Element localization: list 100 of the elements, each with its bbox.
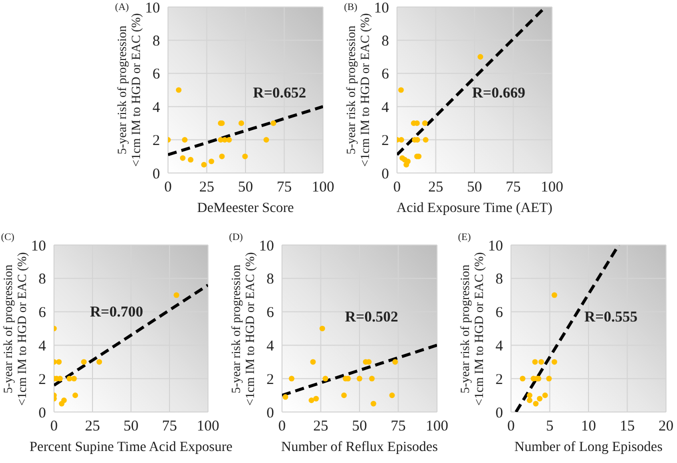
y-tick-label: 2 xyxy=(38,372,46,388)
point xyxy=(313,396,319,402)
x-tick-label: 50 xyxy=(467,180,482,196)
y-tick-label: 4 xyxy=(496,338,504,355)
x-tick-label: 75 xyxy=(162,418,177,435)
text: (E) xyxy=(458,232,471,243)
point xyxy=(242,154,248,160)
x-tick-label: 100 xyxy=(426,418,448,435)
x-tick-label: 75 xyxy=(506,180,521,196)
point xyxy=(398,87,404,93)
point xyxy=(422,137,428,143)
annotation: R=0.555 xyxy=(584,310,638,327)
text: (D) xyxy=(229,232,243,243)
point xyxy=(526,392,532,398)
y-tick-label: 8 xyxy=(382,34,389,50)
x-tick-label: 75 xyxy=(276,180,292,196)
x-tick-label: 25 xyxy=(85,418,100,435)
point xyxy=(369,376,375,382)
x-tick-label: 0 xyxy=(393,180,401,196)
x-tick-label: 20 xyxy=(658,418,674,435)
x-axis-title: Acid Exposure Time (AET) xyxy=(396,201,552,217)
x-tick-label: 0 xyxy=(507,418,515,435)
x-tick-label: 100 xyxy=(196,418,220,435)
point xyxy=(398,137,404,143)
point xyxy=(226,137,232,143)
point xyxy=(422,120,428,126)
point xyxy=(370,400,376,406)
point xyxy=(520,376,526,382)
point xyxy=(308,398,314,404)
point xyxy=(532,359,538,365)
point xyxy=(96,359,102,365)
point xyxy=(72,392,78,398)
point xyxy=(66,376,72,382)
point xyxy=(322,376,328,382)
point xyxy=(270,120,276,126)
point xyxy=(208,158,214,164)
x-tick-label: 0 xyxy=(278,418,286,435)
point xyxy=(219,154,225,160)
y-tick-label: 0 xyxy=(266,405,274,422)
x-tick-label: 15 xyxy=(620,418,635,435)
y-tick-label: 10 xyxy=(259,238,274,254)
y-axis-title: 5-year risk of progression <1cm IM to HGD or EAC (%) xyxy=(344,13,372,167)
x-axis-title: Number of Long Episodes xyxy=(514,440,663,456)
point xyxy=(282,394,288,400)
y-tick-label: 4 xyxy=(152,100,160,116)
x-tick-label: 50 xyxy=(238,180,253,196)
point xyxy=(526,398,532,404)
point xyxy=(81,359,87,365)
y-tick-label: 10 xyxy=(374,0,389,16)
point xyxy=(392,359,398,365)
y-tick-label: 6 xyxy=(38,305,46,322)
x-tick-label: 5 xyxy=(546,418,554,435)
y-tick-label: 0 xyxy=(382,166,389,182)
point xyxy=(288,376,294,382)
annotation: R=0.700 xyxy=(90,304,144,322)
y-tick-label: 2 xyxy=(496,372,503,388)
annotation: R=0.669 xyxy=(472,86,526,103)
point xyxy=(552,292,558,298)
y-tick-label: 8 xyxy=(496,272,503,288)
x-tick-label: 0 xyxy=(164,180,172,196)
y-axis-title: 5-year risk of progression <1cm IM to HGD or EAC (%) xyxy=(1,252,29,406)
y-tick-label: 4 xyxy=(266,338,274,355)
x-tick-label: 0 xyxy=(50,418,58,435)
point xyxy=(546,376,552,382)
x-tick-label: 25 xyxy=(428,180,444,196)
y-axis-title: 5-year risk of progression <1cm IM to HGD or EAC (%) xyxy=(229,252,257,406)
y-tick-label: 0 xyxy=(496,405,503,422)
text: (A) xyxy=(115,2,129,13)
point xyxy=(542,392,548,398)
x-tick-label: 10 xyxy=(581,418,596,435)
x-tick-label: 75 xyxy=(390,418,406,435)
point xyxy=(552,359,558,365)
y-axis-title: 5-year risk of progression <1cm IM to HGD or EAC (%) xyxy=(115,13,143,167)
point xyxy=(356,376,362,382)
annotation: R=0.502 xyxy=(345,310,398,327)
y-tick-label: 8 xyxy=(266,272,274,288)
point xyxy=(533,400,539,406)
y-tick-label: 0 xyxy=(38,405,46,422)
point xyxy=(61,398,67,404)
x-tick-label: 50 xyxy=(352,418,367,435)
point xyxy=(341,392,347,398)
text: (C) xyxy=(1,232,14,243)
point xyxy=(310,359,316,365)
point xyxy=(176,87,182,93)
x-axis-title: Number of Reflux Episodes xyxy=(281,440,438,456)
y-tick-label: 4 xyxy=(38,338,46,355)
x-axis-title: Percent Supine Time Acid Exposure xyxy=(30,440,232,456)
point xyxy=(538,359,544,365)
y-tick-label: 0 xyxy=(152,166,160,182)
y-tick-label: 10 xyxy=(488,238,503,254)
y-tick-label: 8 xyxy=(38,272,46,288)
point xyxy=(478,54,484,60)
point xyxy=(389,392,395,398)
point xyxy=(180,155,186,161)
y-tick-label: 4 xyxy=(382,100,390,116)
y-tick-label: 2 xyxy=(382,133,389,150)
x-tick-label: 25 xyxy=(313,418,328,435)
annotation: R=0.652 xyxy=(253,86,306,103)
x-axis-title: DeMeester Score xyxy=(197,201,294,217)
point xyxy=(536,396,542,402)
